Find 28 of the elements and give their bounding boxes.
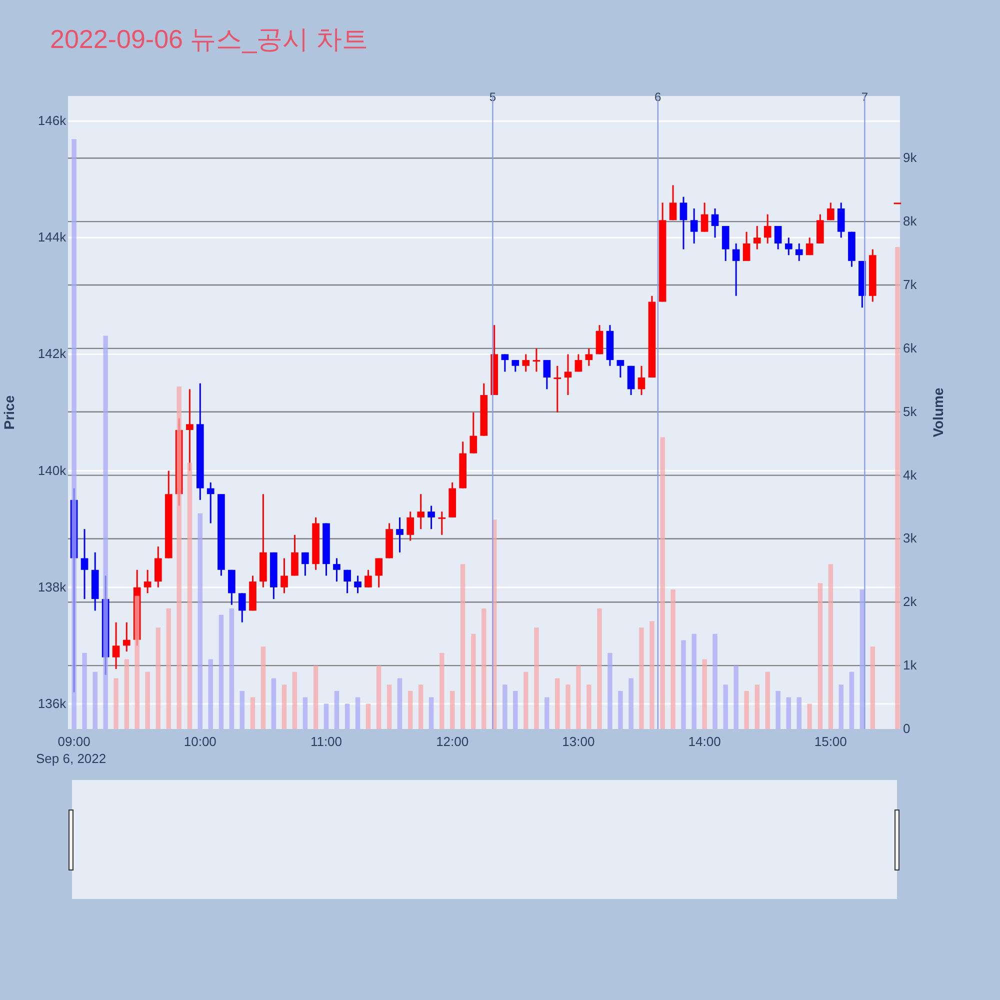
x-tick-label: 15:00 — [814, 734, 847, 749]
y2-tick-label: 5k — [903, 404, 918, 419]
y2-tick-label: 1k — [903, 658, 918, 673]
x-tick-label: 12:00 — [436, 734, 469, 749]
y2-tick-label: 4k — [903, 467, 918, 482]
y-tick-label: 146k — [38, 113, 67, 128]
y-tick-label: 144k — [38, 230, 67, 245]
y2-axis-title: Volume — [930, 388, 946, 438]
x-tick-label: 10:00 — [184, 734, 216, 749]
y2-tick-label: 9k — [903, 150, 918, 166]
y2-tick-label: 0 — [903, 721, 910, 736]
x-tick-label: 14:00 — [688, 734, 721, 749]
y2-tick-label: 6k — [903, 340, 918, 356]
annotation: 5 — [489, 90, 496, 104]
y2-tick-label: 7k — [903, 277, 918, 292]
text: Sep 6, 2022 — [36, 751, 106, 766]
y2-tick-label: 2k — [903, 594, 918, 610]
y-tick-label: 140k — [38, 462, 67, 478]
chart-title: 2022-09-06 뉴스_공시 차트 — [50, 24, 368, 54]
y-tick-label: 136k — [38, 696, 67, 711]
y-tick-label: 142k — [38, 346, 67, 362]
y2-tick-label: 3k — [903, 530, 918, 546]
x-tick-label: 11:00 — [310, 734, 342, 749]
x-tick-label: 09:00 — [58, 734, 90, 749]
x-tick-label: 13:00 — [562, 734, 595, 749]
y-tick-label: 138k — [38, 579, 67, 594]
y-axis-title: Price — [1, 395, 17, 430]
y2-tick-label: 8k — [903, 214, 918, 229]
